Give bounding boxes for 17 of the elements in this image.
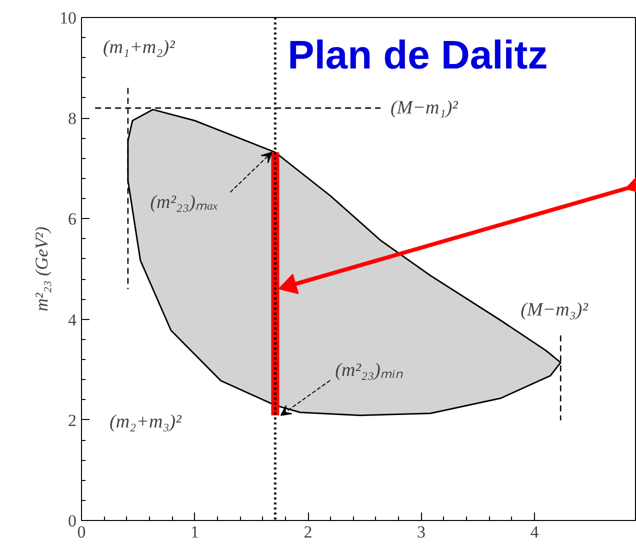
y-tick-label: 2 xyxy=(68,410,76,430)
x-tick-label: 3 xyxy=(417,522,426,542)
annotation: (m²₂₃)ₘᵢₙ xyxy=(335,360,404,381)
annotation: (m₂+m₃)² xyxy=(110,412,182,432)
annotation: (m₁+m₂)² xyxy=(102,36,176,58)
annotation: (m²₂₃)ₘₐₓ xyxy=(150,192,218,213)
y-tick-label: 6 xyxy=(68,210,76,229)
y-axis-title: m²₂₃ (GeV²) xyxy=(32,226,52,312)
y-tick-label: 10 xyxy=(60,8,76,28)
y-tick-label: 8 xyxy=(68,109,76,128)
annotation: (M−m₃)² xyxy=(520,299,588,320)
x-tick-label: 4 xyxy=(530,522,540,542)
chart-title: Plan de Dalitz xyxy=(288,34,548,78)
x-tick-label: 1 xyxy=(190,522,200,542)
annotation: (M−m₁)² xyxy=(390,98,458,119)
y-tick-label: 4 xyxy=(68,310,77,330)
x-tick-label: 2 xyxy=(304,522,312,542)
